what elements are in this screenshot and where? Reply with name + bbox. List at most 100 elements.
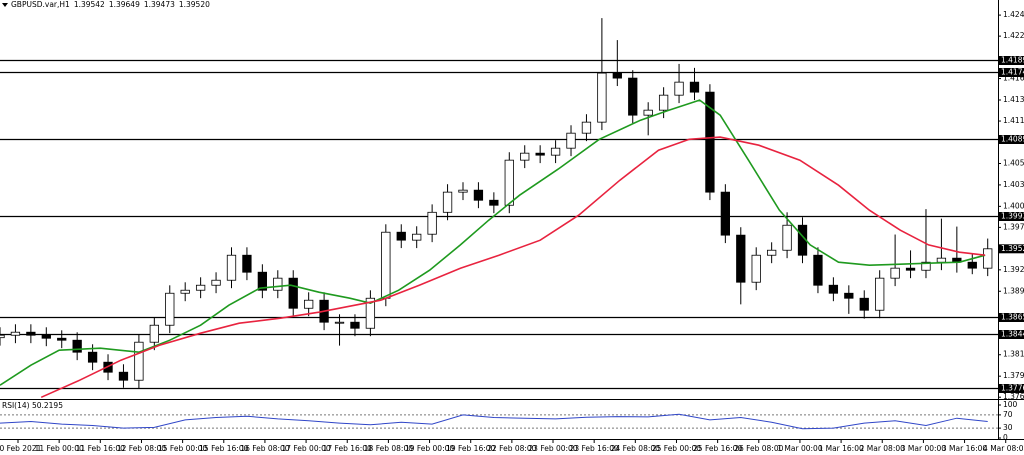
x-tick-label: 26 Feb 08:00 xyxy=(734,444,783,453)
level-label-box xyxy=(999,56,1024,65)
level-label-box xyxy=(999,384,1024,393)
candle-body xyxy=(720,191,730,236)
moving-average xyxy=(40,136,986,399)
x-tick-label: 17 Feb 00:00 xyxy=(281,444,330,453)
candle-body xyxy=(628,77,638,116)
candle-body xyxy=(705,91,715,193)
x-tick-label: 2 Mar 08:00 xyxy=(860,444,906,453)
x-tick-label: 22 Feb 08:00 xyxy=(487,444,536,453)
candle-body xyxy=(566,132,576,149)
candle-body xyxy=(195,284,206,291)
candle-body xyxy=(458,189,468,193)
candle-body xyxy=(365,297,376,329)
candle-body xyxy=(936,257,947,263)
candle-body xyxy=(41,334,51,339)
candle-body xyxy=(828,284,839,294)
y-tick-label: 1.38185 xyxy=(1003,350,1024,359)
candle-body xyxy=(257,271,268,291)
candle-body xyxy=(211,279,221,286)
y-tick-label: 1.42200 xyxy=(1003,31,1024,40)
candle-body xyxy=(983,248,993,269)
symbol: GBPUSD.var,H1 xyxy=(11,0,70,9)
y-tick-label: 1.38985 xyxy=(1003,286,1024,295)
candle-body xyxy=(26,331,36,336)
candle-body xyxy=(304,299,314,309)
level-label-box xyxy=(999,135,1024,144)
ohlc-value: 1.39473 xyxy=(144,0,175,9)
y-tick-label: 1.37915 xyxy=(1003,371,1024,380)
candle-body xyxy=(149,324,159,343)
candle-body xyxy=(350,321,360,329)
candle-body xyxy=(412,233,422,241)
y-tick-label: 1.40595 xyxy=(1003,158,1024,167)
y-tick-label: 1.39790 xyxy=(1003,222,1024,231)
x-tick-label: 25 Feb 16:00 xyxy=(693,444,742,453)
x-tick-label: 11 Feb 16:00 xyxy=(76,444,125,453)
ohlc-value: 1.39649 xyxy=(109,0,140,9)
candle-body xyxy=(813,254,823,286)
level-label-box xyxy=(999,212,1024,221)
candle-body xyxy=(334,321,345,324)
x-tick-label: 4 Mar 08:00 xyxy=(983,444,1024,453)
level-label: 1.38445 xyxy=(1001,330,1024,339)
rsi-tick-label: 100 xyxy=(1003,400,1018,409)
level-label: 1.37769 xyxy=(1001,384,1024,393)
candle-body xyxy=(489,199,499,206)
candle-body xyxy=(905,267,916,271)
x-tick-label: 11 Feb 00:00 xyxy=(35,444,84,453)
candle-body xyxy=(427,211,437,235)
candle-body xyxy=(504,159,514,206)
x-tick-label: 10 Feb 2021 xyxy=(0,444,42,453)
x-tick-label: 18 Feb 08:00 xyxy=(364,444,413,453)
ohlc-value: 1.39520 xyxy=(179,0,210,9)
level-label: 1.41745 xyxy=(1001,68,1024,77)
moving-average xyxy=(0,99,986,386)
bid-label: 1.39520 xyxy=(1001,244,1024,253)
level-label: 1.40898 xyxy=(1001,135,1024,144)
candle-body xyxy=(273,277,283,291)
candle-body xyxy=(967,261,977,269)
rsi-label: RSI(14) 50.2195 xyxy=(2,401,63,410)
rsi-tick-label: 30 xyxy=(1003,423,1013,432)
candle-body xyxy=(396,231,406,241)
candle-body xyxy=(612,72,622,79)
rsi-tick-label: 0 xyxy=(1003,433,1008,442)
y-tick-label: 1.37650 xyxy=(1003,392,1024,401)
level-label-box xyxy=(999,330,1024,339)
level-label-box xyxy=(999,68,1024,77)
y-tick-label: 1.40055 xyxy=(1003,201,1024,210)
candle-body xyxy=(921,261,931,271)
x-tick-label: 3 Mar 00:00 xyxy=(901,444,947,453)
candle-body xyxy=(767,249,777,256)
ohlc-value: 1.39542 xyxy=(74,0,105,9)
y-tick-label: 1.39255 xyxy=(1003,265,1024,274)
candle-body xyxy=(658,94,669,111)
x-tick-label: 15 Feb 16:00 xyxy=(199,444,248,453)
bid-label-box xyxy=(999,244,1024,254)
y-tick-label: 1.41395 xyxy=(1003,95,1024,104)
candle-body xyxy=(381,231,391,299)
y-tick-label: 1.40325 xyxy=(1003,180,1024,189)
x-tick-label: 1 Mar 16:00 xyxy=(818,444,864,453)
candle-body xyxy=(550,147,561,156)
candle-body xyxy=(581,121,592,134)
candle-body xyxy=(875,277,885,311)
candle-body xyxy=(87,351,98,363)
candle-body xyxy=(442,191,453,213)
candle-body xyxy=(288,277,298,309)
candle-body xyxy=(520,152,530,161)
x-tick-label: 3 Mar 16:00 xyxy=(942,444,988,453)
menu-arrow[interactable] xyxy=(2,3,8,7)
candle-body xyxy=(643,109,653,116)
x-tick-label: 15 Feb 00:00 xyxy=(158,444,207,453)
candle-body xyxy=(10,331,21,336)
candle-body xyxy=(0,334,5,339)
y-tick-label: 1.42465 xyxy=(1003,10,1024,19)
candle-body xyxy=(859,297,869,311)
candle-body xyxy=(165,292,175,326)
candle-body xyxy=(751,254,761,283)
x-tick-label: 23 Feb 16:00 xyxy=(570,444,619,453)
